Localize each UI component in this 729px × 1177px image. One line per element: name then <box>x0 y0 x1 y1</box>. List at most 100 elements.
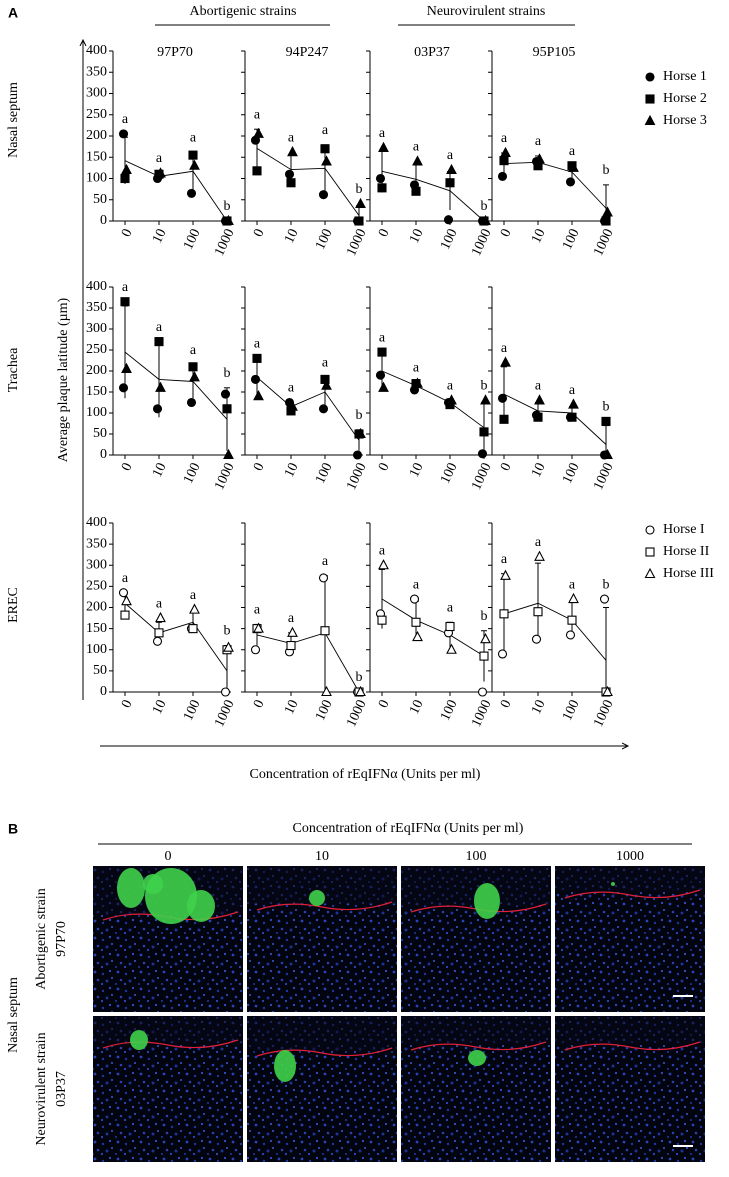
data-point <box>118 383 129 393</box>
data-point <box>223 214 234 226</box>
x-tick-label: 1000 <box>469 698 494 730</box>
data-point <box>477 687 488 697</box>
y-tick-label: 200 <box>86 128 107 143</box>
data-point <box>499 609 509 619</box>
x-tick-label: 1000 <box>344 461 369 493</box>
data-point <box>533 607 543 617</box>
data-point <box>602 685 613 697</box>
data-point <box>500 356 511 367</box>
data-point <box>253 622 264 633</box>
significance-letter: a <box>190 588 197 603</box>
data-point <box>599 594 610 604</box>
y-tick-label: 400 <box>86 279 107 294</box>
data-point <box>287 626 298 637</box>
x-tick-label: 10 <box>282 698 302 717</box>
panel-label: A <box>8 5 18 21</box>
y-tick-label: 100 <box>86 642 107 657</box>
significance-letter: a <box>254 107 261 122</box>
data-point <box>355 685 366 697</box>
data-point <box>253 390 264 401</box>
y-tick-label: 200 <box>86 600 107 615</box>
x-tick-label: 1000 <box>591 461 616 493</box>
x-tick-label: 10 <box>150 461 170 480</box>
significance-letter: b <box>356 670 363 685</box>
data-point <box>320 626 330 636</box>
data-point <box>497 171 508 181</box>
mean-line <box>381 598 485 657</box>
data-point <box>155 611 166 623</box>
data-point <box>223 641 234 652</box>
virus-plaque <box>468 1050 486 1066</box>
significance-letter: b <box>481 199 488 214</box>
x-tick-label: 1000 <box>469 461 494 493</box>
data-point <box>499 156 509 166</box>
data-point <box>286 640 296 651</box>
significance-letter: a <box>122 280 129 295</box>
significance-letter: a <box>535 535 542 550</box>
data-point <box>252 166 262 176</box>
x-tick-label: 100 <box>181 227 203 252</box>
x-tick-label: 1000 <box>591 227 616 259</box>
significance-letter: a <box>447 379 454 394</box>
data-point <box>250 374 261 384</box>
data-point <box>220 389 231 399</box>
data-point <box>189 603 200 614</box>
panel-title: Concentration of rEqIFNα (Units per ml) <box>293 821 524 836</box>
x-tick-label: 100 <box>560 227 582 252</box>
row-label: Nasal septum <box>6 82 21 158</box>
data-point <box>284 169 295 179</box>
basement-membrane <box>102 1039 239 1049</box>
row-label: Abortigenic strain <box>34 888 49 989</box>
data-point <box>446 643 457 654</box>
x-tick-label: 0 <box>251 461 268 474</box>
significance-letter: a <box>288 381 295 396</box>
significance-letter: a <box>413 140 420 155</box>
basement-membrane <box>256 1047 393 1057</box>
data-point <box>121 594 132 606</box>
data-point <box>321 155 332 166</box>
column-label: 100 <box>466 849 487 864</box>
data-point <box>375 370 386 380</box>
x-tick-label: 1000 <box>344 698 369 730</box>
y-tick-label: 200 <box>86 363 107 378</box>
data-point <box>534 550 545 561</box>
epithelium <box>555 866 705 892</box>
data-point <box>287 145 298 157</box>
basement-membrane <box>564 1041 701 1051</box>
virus-plaque <box>309 890 325 906</box>
data-point <box>253 127 264 138</box>
significance-letter: a <box>413 577 420 592</box>
data-point <box>378 559 389 570</box>
data-point <box>602 206 613 217</box>
data-point <box>568 398 579 409</box>
significance-letter: a <box>413 361 420 376</box>
data-point <box>480 633 491 644</box>
significance-letter: b <box>603 577 610 592</box>
legend-label: Horse III <box>663 566 714 581</box>
row-label: Neurovirulent strain <box>34 1032 49 1145</box>
data-point <box>318 573 329 583</box>
x-tick-label: 100 <box>560 698 582 723</box>
mean-line <box>256 376 360 441</box>
x-tick-label: 10 <box>407 227 427 246</box>
y-tick-label: 400 <box>86 515 107 530</box>
basement-membrane <box>256 901 393 911</box>
x-tick-label: 10 <box>407 461 427 480</box>
data-point <box>354 216 364 226</box>
x-tick-label: 100 <box>438 461 460 486</box>
x-tick-label: 0 <box>119 227 136 240</box>
row-label: Trachea <box>6 347 21 392</box>
data-point <box>480 214 491 226</box>
data-point <box>223 448 234 460</box>
significance-letter: a <box>447 601 454 616</box>
x-tick-label: 100 <box>313 698 335 723</box>
x-tick-label: 1000 <box>591 698 616 730</box>
data-point <box>565 630 576 640</box>
data-point <box>321 379 332 390</box>
group-label: Abortigenic strains <box>190 4 297 19</box>
data-point <box>534 153 545 164</box>
x-axis-title: Concentration of rEqIFNα (Units per ml) <box>250 767 481 782</box>
data-point <box>155 381 166 392</box>
significance-letter: a <box>501 552 508 567</box>
significance-letter: a <box>122 112 129 127</box>
